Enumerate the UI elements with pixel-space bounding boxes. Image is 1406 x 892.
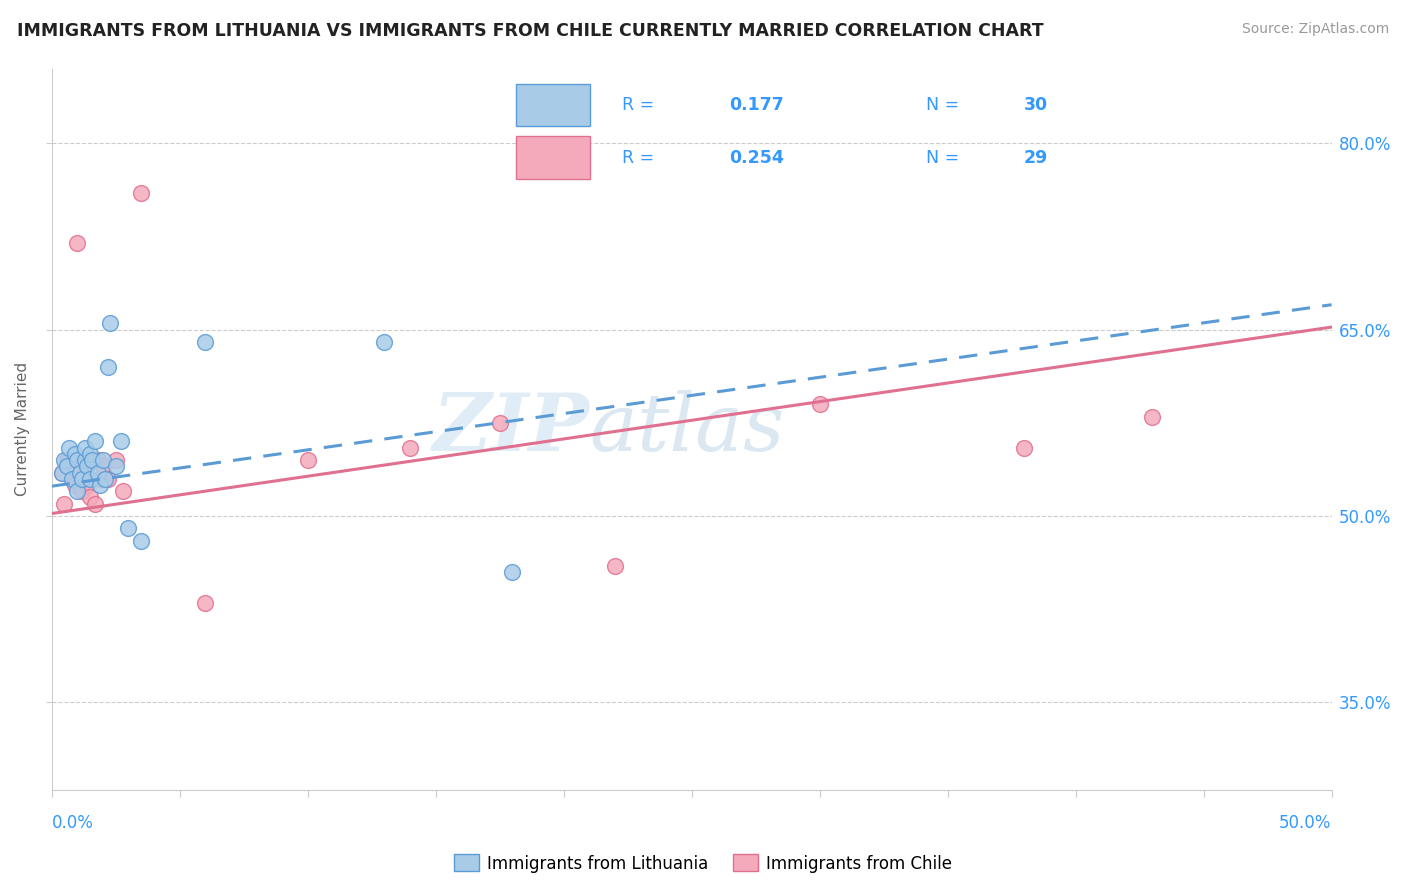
Point	[58, 453, 80, 467]
Point	[73, 441, 96, 455]
Point	[79, 472, 101, 486]
Point	[66, 235, 89, 250]
Point	[63, 447, 86, 461]
Point	[91, 459, 114, 474]
Point	[1142, 409, 1164, 424]
Point	[82, 453, 104, 467]
Point	[56, 459, 79, 474]
Point	[69, 478, 91, 492]
Point	[194, 596, 217, 610]
Point	[100, 317, 122, 331]
Point	[808, 397, 831, 411]
Point	[297, 453, 319, 467]
Point	[117, 521, 139, 535]
Point	[91, 453, 114, 467]
Point	[194, 334, 217, 349]
Point	[51, 466, 73, 480]
Point	[58, 441, 80, 455]
Point	[129, 186, 152, 200]
Point	[89, 472, 111, 486]
Point	[69, 466, 91, 480]
Point	[97, 472, 120, 486]
Legend: Immigrants from Lithuania, Immigrants from Chile: Immigrants from Lithuania, Immigrants fr…	[447, 847, 959, 880]
Point	[66, 453, 89, 467]
Point	[63, 478, 86, 492]
Point	[82, 453, 104, 467]
Point	[56, 453, 79, 467]
Point	[60, 472, 83, 486]
Point	[110, 434, 132, 449]
Point	[86, 453, 108, 467]
Point	[70, 472, 93, 486]
Point	[86, 466, 108, 480]
Point	[79, 447, 101, 461]
Point	[501, 565, 523, 579]
Text: ZIP: ZIP	[432, 391, 589, 467]
Point	[73, 453, 96, 467]
Point	[53, 453, 76, 467]
Point	[76, 459, 98, 474]
Point	[129, 533, 152, 548]
Point	[66, 484, 89, 499]
Point	[97, 359, 120, 374]
Point	[70, 484, 93, 499]
Point	[84, 434, 107, 449]
Text: IMMIGRANTS FROM LITHUANIA VS IMMIGRANTS FROM CHILE CURRENTLY MARRIED CORRELATION: IMMIGRANTS FROM LITHUANIA VS IMMIGRANTS …	[17, 22, 1043, 40]
Point	[89, 478, 111, 492]
Point	[603, 558, 626, 573]
Point	[79, 491, 101, 505]
Point	[94, 472, 117, 486]
Point	[112, 484, 135, 499]
Point	[104, 459, 127, 474]
Text: Source: ZipAtlas.com: Source: ZipAtlas.com	[1241, 22, 1389, 37]
Text: atlas: atlas	[589, 391, 785, 467]
Point	[76, 478, 98, 492]
Point	[104, 453, 127, 467]
Point	[51, 466, 73, 480]
Text: 50.0%: 50.0%	[1279, 814, 1331, 832]
Point	[60, 472, 83, 486]
Point	[488, 416, 510, 430]
Point	[1014, 441, 1036, 455]
Point	[73, 466, 96, 480]
Y-axis label: Currently Married: Currently Married	[15, 362, 30, 496]
Point	[53, 497, 76, 511]
Point	[399, 441, 422, 455]
Point	[84, 497, 107, 511]
Text: 0.0%: 0.0%	[52, 814, 93, 832]
Point	[373, 334, 395, 349]
